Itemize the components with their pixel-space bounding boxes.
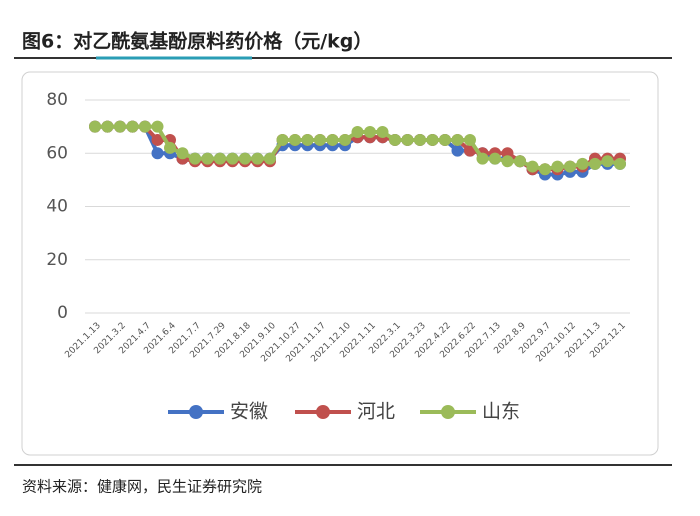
legend-label: 山东 [482, 401, 520, 423]
point [476, 152, 489, 165]
source-note: 资料来源：健康网，民生证券研究院 [22, 478, 262, 496]
point [201, 152, 214, 165]
point [89, 120, 101, 133]
point [226, 152, 239, 165]
legend-label: 河北 [357, 401, 395, 423]
point [389, 133, 401, 146]
chart-title: 图6：对乙酰氨基酚原料药价格（元/kg） [22, 30, 372, 53]
point [239, 152, 251, 165]
point [451, 144, 464, 157]
point [364, 125, 376, 138]
point [101, 120, 114, 133]
point [176, 147, 189, 160]
point [451, 133, 464, 146]
point [314, 133, 326, 146]
point [601, 155, 614, 168]
point [189, 152, 201, 165]
point [551, 160, 564, 173]
point [276, 133, 289, 146]
legend-marker [189, 405, 203, 419]
point [401, 133, 414, 146]
legend-marker [441, 405, 455, 419]
point [151, 147, 164, 160]
point [414, 133, 426, 146]
y-tick-label: 0 [57, 303, 68, 323]
y-tick-label: 60 [46, 143, 68, 163]
point [289, 133, 301, 146]
point [464, 133, 476, 146]
point [164, 141, 176, 154]
point [114, 120, 126, 133]
y-tick-label: 20 [46, 250, 68, 270]
point [326, 133, 339, 146]
point [301, 133, 314, 146]
point [339, 133, 351, 146]
point [351, 125, 364, 138]
point [489, 152, 501, 165]
point [589, 157, 601, 170]
legend-label: 安徽 [230, 401, 268, 423]
point [614, 157, 626, 170]
point [376, 125, 389, 138]
point [514, 155, 526, 168]
point [264, 152, 276, 165]
point [426, 133, 439, 146]
point [539, 163, 551, 176]
point [214, 152, 226, 165]
point [251, 152, 264, 165]
point [501, 155, 514, 168]
point [126, 120, 139, 133]
legend-marker [316, 405, 330, 419]
y-tick-label: 40 [46, 197, 68, 217]
point [151, 120, 164, 133]
point [526, 160, 539, 173]
point [139, 120, 151, 133]
y-tick-label: 80 [46, 90, 68, 110]
point [439, 133, 451, 146]
point [564, 160, 576, 173]
point [576, 157, 589, 170]
point [151, 133, 164, 146]
chart-frame [21, 71, 659, 456]
